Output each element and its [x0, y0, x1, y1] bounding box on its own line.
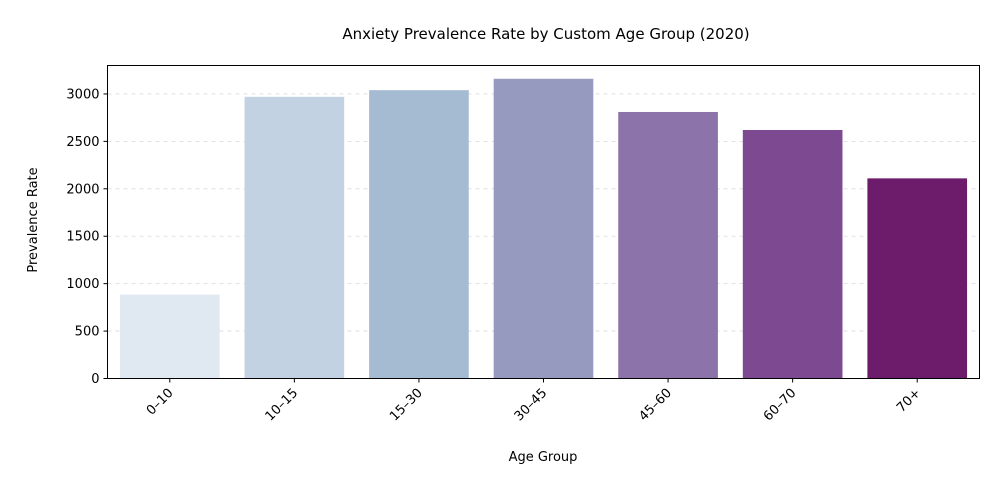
x-tick-label: 45–60	[636, 386, 675, 425]
y-axis-label: Prevalence Rate	[26, 167, 41, 272]
y-axis: 0 500 1000 1500 2000 2500 3000	[66, 87, 108, 387]
bar-7	[867, 178, 968, 379]
y-tick-label: 500	[75, 325, 100, 340]
y-tick-label: 2500	[66, 135, 99, 150]
y-tick-label: 1500	[66, 230, 99, 245]
x-tick-label: 10–15	[263, 386, 302, 425]
x-tick-label: 70+	[894, 386, 924, 416]
chart-title: Anxiety Prevalence Rate by Custom Age Gr…	[342, 25, 749, 43]
bar-3	[369, 90, 469, 379]
bar-1	[119, 294, 220, 379]
x-tick-label: 60–70	[761, 386, 800, 425]
y-tick-label: 2000	[66, 182, 99, 197]
x-tick-label: 30–45	[512, 386, 551, 425]
x-axis: 0–10 10–15 15–30 30–45 45–60 60–70 70+	[144, 378, 924, 425]
x-axis-label: Age Group	[509, 450, 578, 465]
bar-6	[742, 129, 843, 379]
x-tick-label: 15–30	[387, 386, 426, 425]
y-tick-label: 1000	[66, 277, 99, 292]
bars-layer	[119, 78, 968, 379]
x-tick-label: 0–10	[144, 386, 177, 419]
y-tick-label: 0	[91, 372, 99, 387]
bar-2	[244, 96, 345, 379]
bar-4	[493, 78, 594, 379]
bar-5	[618, 111, 718, 379]
y-tick-label: 3000	[66, 87, 99, 102]
